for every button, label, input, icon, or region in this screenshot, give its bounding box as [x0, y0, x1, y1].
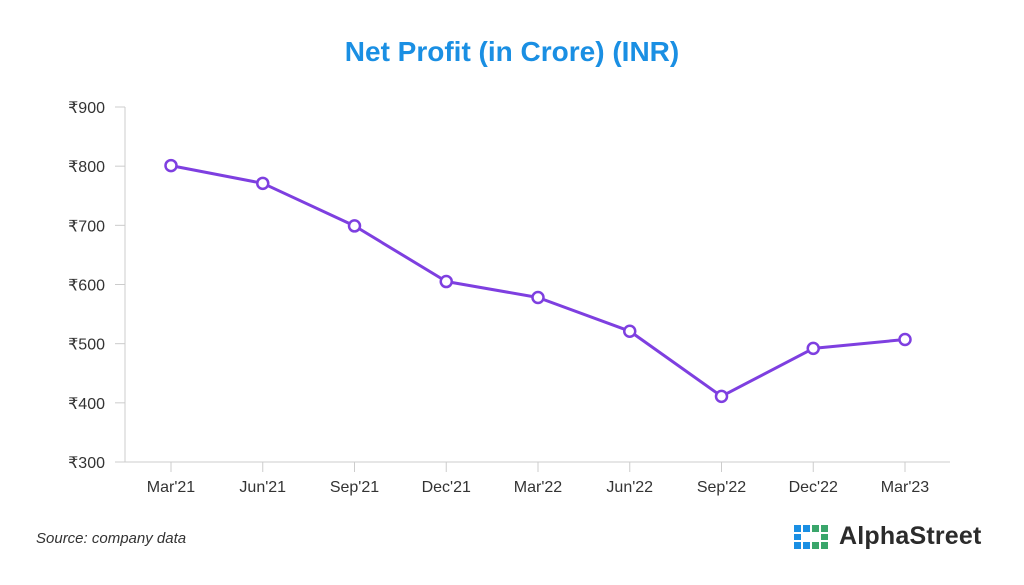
data-point: [164, 158, 178, 173]
data-point: [347, 219, 362, 233]
data-point: [806, 341, 820, 356]
y-tick-label: ₹500: [68, 337, 105, 354]
y-axis-ticks: ₹300 ₹400 ₹500 ₹600 ₹700 ₹800 ₹900: [68, 100, 125, 472]
y-tick-label: ₹600: [68, 278, 105, 295]
chart-title: Net Profit (in Crore) (INR): [344, 36, 680, 67]
data-point: [256, 176, 270, 191]
y-tick-label: ₹900: [68, 100, 105, 117]
x-tick-label: Sep'21: [330, 479, 379, 496]
data-point: [898, 332, 912, 347]
chart-axes: [124, 107, 950, 463]
y-tick-label: ₹400: [68, 396, 105, 413]
brand-logo: AlphaStreet: [793, 522, 982, 551]
x-tick-label: Mar'21: [147, 479, 196, 496]
x-tick-label: Sep'22: [697, 479, 746, 496]
x-tick-label: Jun'21: [239, 479, 286, 496]
data-point: [623, 324, 637, 338]
x-tick-label: Mar'23: [881, 479, 930, 496]
y-tick-label: ₹800: [68, 159, 105, 176]
series-layer: [164, 158, 912, 404]
x-axis-ticks: Mar'21 Jun'21 Sep'21 Dec'21 Mar'22 Jun'22 Sep'…: [147, 462, 930, 496]
y-tick-label: ₹300: [68, 455, 105, 472]
x-tick-label: Dec'21: [422, 479, 471, 496]
x-tick-label: Jun'22: [606, 479, 653, 496]
data-point: [439, 274, 453, 289]
x-tick-label: Mar'22: [514, 479, 563, 496]
data-point: [531, 290, 545, 305]
brand-name: AlphaStreet: [839, 522, 982, 550]
source-note: Source: company data: [36, 530, 187, 547]
data-point: [714, 389, 729, 404]
series-line: [170, 164, 906, 398]
x-tick-label: Dec'22: [789, 479, 838, 496]
alphastreet-logo-icon: [794, 524, 828, 549]
y-tick-label: ₹700: [68, 218, 105, 235]
